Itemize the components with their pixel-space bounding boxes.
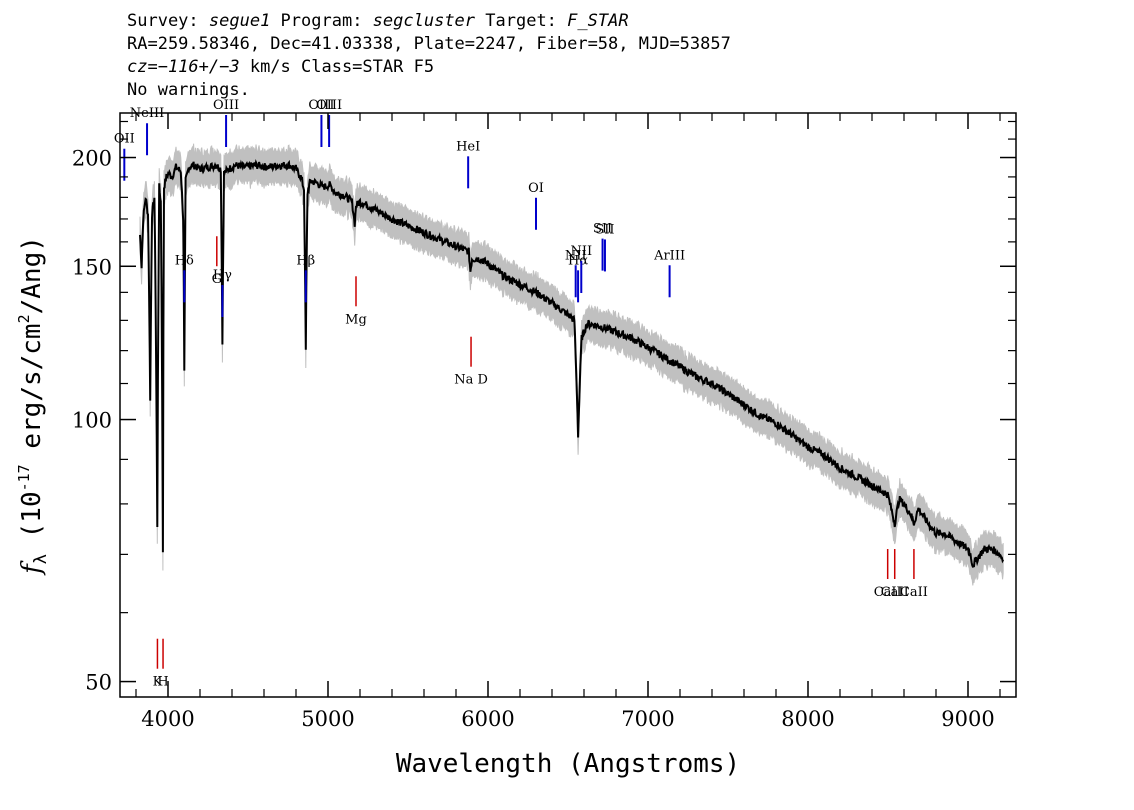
emission-line-label: HeI	[456, 139, 480, 154]
emission-line-label: Hα	[568, 253, 588, 268]
flux-error-band	[139, 143, 1004, 586]
emission-line-label: OI	[528, 181, 544, 196]
emission-line-label: SII	[593, 222, 612, 237]
absorption-line-label: G	[212, 272, 222, 287]
header-line-warnings: No warnings.	[127, 80, 250, 100]
y-tick-label: 100	[72, 409, 112, 433]
emission-line-label: OIII	[316, 98, 342, 113]
emission-line-label: Hβ	[296, 253, 315, 268]
x-tick-label: 5000	[301, 707, 354, 731]
program-value: segcluster	[372, 11, 476, 31]
header-line-redshift: cz=−116+/−3 km/s Class=STAR F5	[127, 56, 731, 79]
emission-line-label: NII	[565, 248, 587, 263]
x-tick-label: 6000	[461, 707, 514, 731]
program-label: Program:	[270, 11, 373, 31]
x-tick-label: 8000	[781, 707, 834, 731]
header-line-coordinates: RA=259.58346, Dec=41.03338, Plate=2247, …	[127, 34, 731, 54]
x-tick-label: 4000	[141, 707, 194, 731]
x-tick-label: 9000	[941, 707, 994, 731]
absorption-line-label: K	[153, 675, 163, 690]
cz-value: cz=−116+/−3	[127, 57, 240, 77]
emission-line-label: Hδ	[175, 253, 194, 268]
class-value: km/s Class=STAR F5	[239, 57, 435, 77]
flux-line	[139, 158, 1005, 568]
y-tick-label: 200	[72, 147, 112, 171]
flux-series	[139, 158, 1005, 568]
y-axis-title: fλ (10-17 erg/s/cm2/Ang)	[15, 236, 51, 576]
absorption-line-label: CaII	[881, 585, 909, 600]
plot-frame	[119, 112, 1017, 698]
absorption-line-label: CaII	[900, 585, 928, 600]
header-line-survey: Survey: segue1 Program: segcluster Targe…	[127, 10, 731, 33]
target-label: Target:	[475, 11, 568, 31]
x-tick-label: 7000	[621, 707, 674, 731]
emission-line-label: SII	[595, 222, 614, 237]
axis-ticks: 4000 5000 6000 7000 8000 9000 50 100 150 200	[72, 113, 1016, 731]
spectral-line-markers: OIINeIIIHδHγOIIIHβOIIIOIIIHeIOINIIHαNIIS…	[114, 98, 928, 690]
y-tick-label: 150	[72, 255, 112, 279]
emission-line-label: NII	[570, 244, 592, 259]
absorption-line-label: Mg	[345, 312, 367, 327]
survey-label: Survey:	[127, 11, 209, 31]
emission-line-label: ArIII	[653, 248, 685, 263]
target-value: F_STAR	[567, 11, 629, 31]
emission-line-label: Hγ	[213, 268, 232, 283]
absorption-line-label: H	[157, 675, 168, 690]
survey-value: segue1	[208, 11, 271, 31]
y-tick-label: 50	[85, 671, 112, 695]
absorption-line-label: CaII	[874, 585, 902, 600]
x-axis-title: Wavelength (Angstroms)	[396, 749, 740, 779]
emission-line-label: OIII	[308, 98, 334, 113]
spectrum-header: Survey: segue1 Program: segcluster Targe…	[127, 10, 731, 102]
emission-line-label: OIII	[213, 98, 239, 113]
absorption-line-label: Na D	[454, 373, 488, 388]
error-band	[139, 143, 1004, 586]
